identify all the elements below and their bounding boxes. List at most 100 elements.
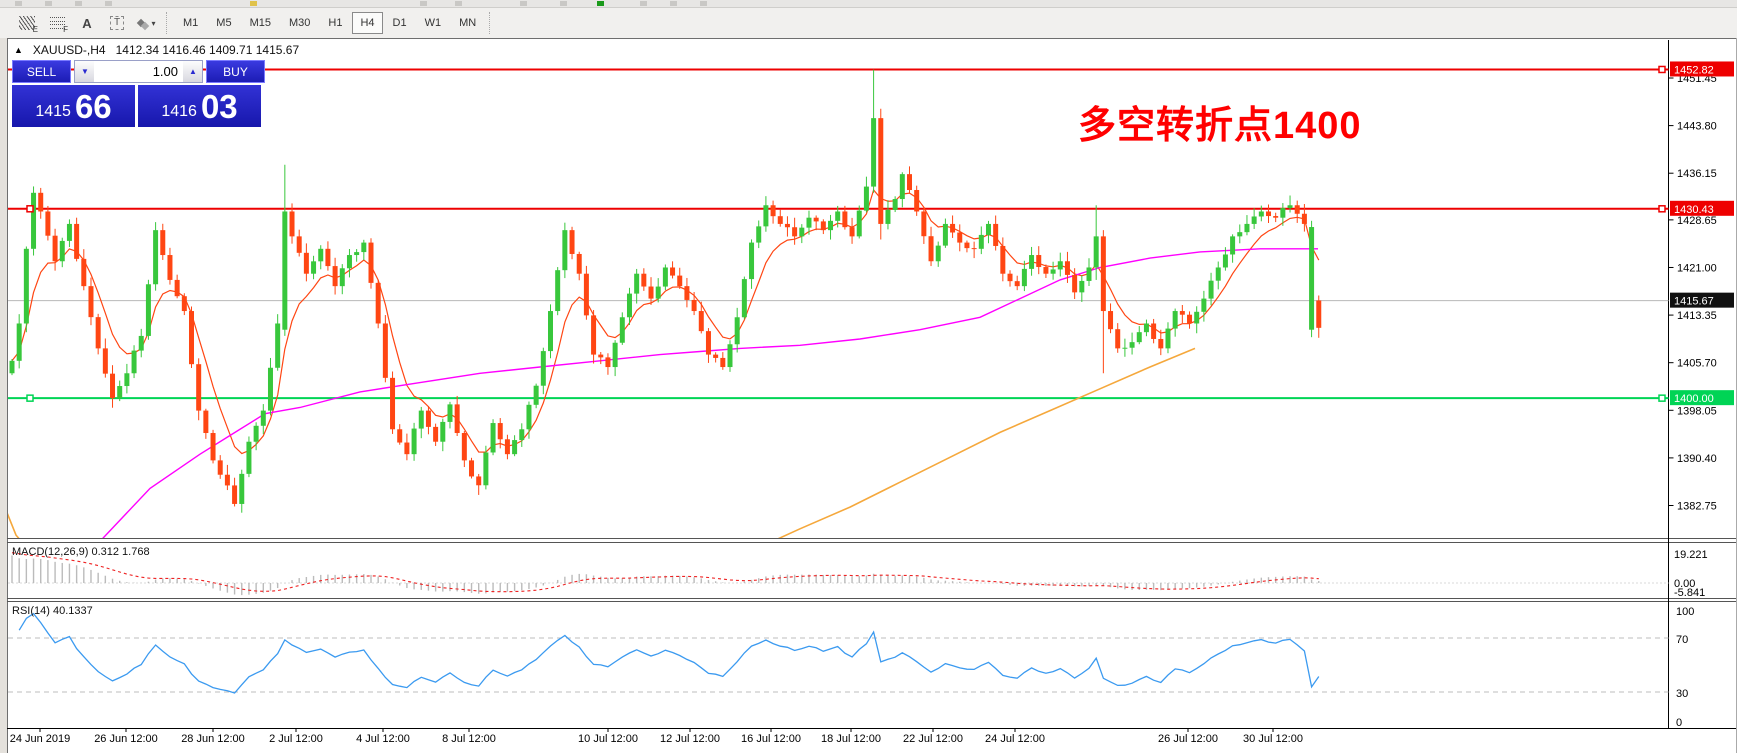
candle-body (957, 232, 963, 243)
candle-body (691, 299, 697, 312)
candle-body (964, 242, 970, 249)
candle-body (1280, 208, 1286, 218)
candle-body (519, 429, 525, 441)
candle-body (626, 293, 632, 318)
volume-input[interactable] (94, 61, 183, 82)
candle-body (210, 433, 216, 461)
text-tool-icon[interactable]: A (74, 11, 100, 35)
sell-price-box[interactable]: 1415 66 (12, 85, 135, 127)
date-label: 28 Jun 12:00 (181, 733, 245, 745)
macd-tick-label: 19.221 (1674, 549, 1708, 561)
candle-body (1172, 311, 1178, 329)
candle-body (555, 270, 561, 312)
fibonacci-retracement-icon[interactable]: F (44, 11, 70, 35)
sell-price-main: 1415 (35, 103, 71, 120)
candle-body (799, 227, 805, 237)
candle-body (885, 209, 891, 224)
level-handle (26, 394, 34, 402)
candle-body (713, 354, 719, 358)
candle-body (153, 230, 159, 285)
candle-body (1179, 311, 1185, 315)
candle-body (1208, 280, 1214, 299)
candle-body (461, 433, 467, 461)
ma-slow-line (8, 347, 1196, 538)
toolbar-separator (489, 12, 491, 34)
macd-indicator-label: MACD(12,26,9) 0.312 1.768 (12, 546, 150, 558)
candle-body (856, 210, 862, 237)
date-label: 4 Jul 12:00 (356, 733, 410, 745)
candle-body (189, 311, 194, 365)
timeframe-m5-button[interactable]: M5 (208, 12, 239, 34)
candle-body (1201, 298, 1207, 312)
candle-body (971, 248, 977, 250)
timeframe-h4-button[interactable]: H4 (352, 12, 383, 34)
volume-down-button[interactable]: ▼ (75, 61, 94, 82)
symbol-period-label: XAUUSD-,H4 (32, 43, 106, 57)
timeframe-m1-button[interactable]: M1 (175, 12, 206, 34)
ohlc-values: 1412.34 1416.46 1409.71 1415.67 (115, 43, 300, 57)
buy-button[interactable]: BUY (206, 60, 265, 83)
label-tool-icon[interactable]: T (104, 11, 130, 35)
candle-body (81, 258, 87, 287)
candle-body (361, 242, 367, 253)
candle-body (224, 474, 230, 486)
sell-price-pips: 66 (74, 87, 112, 125)
candle-body (849, 227, 855, 237)
candle-body (1294, 205, 1300, 214)
candle-body (720, 357, 726, 368)
collapse-icon[interactable]: ▲ (14, 45, 23, 55)
candle-body (267, 367, 273, 411)
price-tick-label: 1405.70 (1677, 358, 1717, 370)
price-tick-label: 1413.35 (1677, 310, 1717, 322)
timeframe-w1-button[interactable]: W1 (417, 12, 450, 34)
candle-body (160, 230, 166, 256)
candle-body (1301, 213, 1307, 224)
candle-body (907, 174, 912, 191)
shapes-dropdown-icon[interactable]: ▾ (134, 11, 160, 35)
candle-body (1194, 311, 1200, 324)
candle-body (634, 273, 640, 294)
volume-up-button[interactable]: ▲ (183, 61, 202, 82)
candle-body (777, 216, 783, 224)
candle-body (763, 205, 769, 227)
timeframe-m30-button[interactable]: M30 (281, 12, 318, 34)
candle-body (978, 234, 984, 249)
candle-body (612, 342, 618, 368)
candle-body (828, 220, 834, 231)
candle-body (1237, 232, 1243, 237)
candle-body (16, 323, 22, 361)
equidistant-channel-icon[interactable]: E (14, 11, 40, 35)
candle-body (863, 186, 869, 211)
candle-body (59, 240, 65, 262)
candle-body (397, 429, 403, 443)
candle-body (354, 252, 360, 256)
timeframe-mn-button[interactable]: MN (451, 12, 484, 34)
timeframe-d1-button[interactable]: D1 (385, 12, 415, 34)
candle-body (1129, 342, 1135, 348)
timeframe-m15-button[interactable]: M15 (242, 12, 279, 34)
candle-body (138, 335, 144, 351)
candle-body (1050, 269, 1056, 274)
price-tag (1670, 292, 1734, 308)
candle-body (1064, 261, 1070, 275)
candle-body (583, 273, 589, 316)
hatch-glyph (19, 16, 35, 30)
buy-price-box[interactable]: 1416 03 (138, 85, 261, 127)
candle-body (698, 311, 704, 332)
date-label: 10 Jul 12:00 (578, 733, 638, 745)
candle-body (540, 351, 546, 386)
candle-body (1115, 329, 1121, 349)
candle-body (66, 223, 72, 241)
candle-body (1029, 255, 1035, 269)
candle-body (1258, 211, 1264, 217)
candle-body (1316, 300, 1322, 328)
price-tag-label: 1400.00 (1674, 393, 1714, 405)
macd-signal-line (11, 552, 1319, 593)
candle-body (892, 199, 898, 210)
rsi-tick-label: 30 (1676, 688, 1688, 700)
candle-body (935, 245, 941, 262)
candle-body (1143, 323, 1149, 333)
timeframe-h1-button[interactable]: H1 (320, 12, 350, 34)
sell-button[interactable]: SELL (12, 60, 71, 83)
